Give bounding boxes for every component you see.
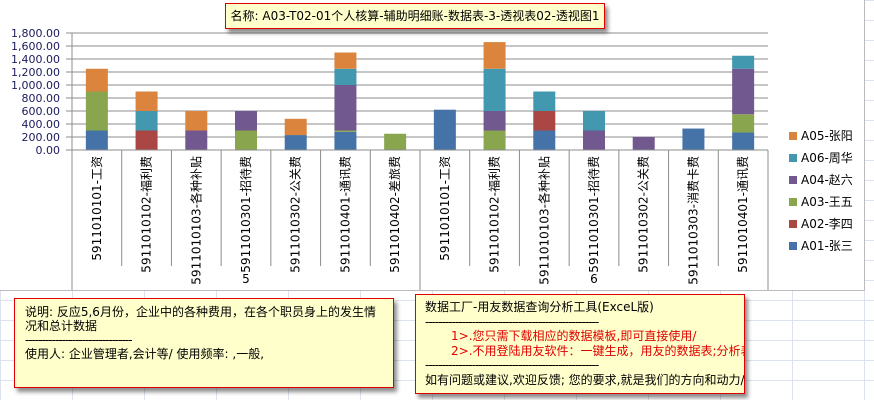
bar-segment: [483, 42, 506, 69]
bar-segment: [732, 68, 755, 115]
stacked-bar-chart: 0.00200.00400.00600.00800.001,000.001,20…: [11, 27, 853, 290]
y-tick-label: 600.00: [22, 105, 61, 118]
category-label: 5911010401-通讯费: [338, 156, 352, 273]
bar-segment: [235, 130, 257, 150]
bar-segment: [533, 130, 556, 150]
y-tick-label: 1,400.00: [11, 53, 60, 66]
legend-label: A02-李四: [801, 216, 853, 231]
bar-segment: [334, 68, 357, 85]
category-label: 5911010101-工资: [90, 156, 104, 261]
bar-segment: [334, 131, 357, 150]
category-label: 5911010102-福利费: [139, 156, 154, 273]
category-label: 5911010103-各种补贴: [188, 156, 203, 285]
description-text: 说明: 反应5,6月份，企业中的各种费用，在各个职员身上的发生情况和总计数据: [25, 305, 376, 333]
bar-segment: [433, 109, 456, 150]
chart-name-textbox[interactable]: 名称: A03-T02-01个人核算-辅助明细账-数据表-3-透视表02-透视图…: [225, 3, 605, 29]
tool-feature-2: 2>.不用登陆用友软件：一键生成，用友的数据表;分析表和分析图/: [451, 343, 744, 358]
legend-swatch: [789, 198, 797, 206]
category-label: 5911010301-招待费: [239, 156, 253, 273]
category-label: 5911010302-公关费: [289, 156, 303, 273]
group-label: 5: [242, 272, 250, 286]
legend-label: A05-张阳: [801, 129, 853, 143]
tool-footer: 如有问题或建议,欢迎反馈; 您的要求,就是我们的方向和动力/: [425, 372, 745, 387]
y-tick-label: 400.00: [22, 118, 61, 131]
y-tick-label: 1,000.00: [11, 79, 60, 92]
bar-segment: [284, 118, 307, 136]
y-tick-label: 200.00: [22, 131, 61, 144]
bar-segment: [682, 128, 705, 150]
bar-segment: [85, 68, 108, 92]
category-label: 5911010101-工资: [438, 156, 452, 261]
tool-feature-1: 1>.您只需下载相应的数据模板,即可直接使用/: [451, 329, 697, 343]
bar-segment: [483, 130, 506, 150]
bar-segment: [135, 91, 158, 111]
bar-segment: [185, 130, 208, 150]
category-label: 5911010401-通讯费: [736, 156, 750, 273]
y-tick-label: 0.00: [36, 144, 61, 157]
bar-segment: [334, 130, 357, 132]
bar-segment: [135, 111, 158, 131]
legend-label: A04-赵六: [801, 173, 853, 187]
y-tick-label: 800.00: [22, 92, 61, 105]
tool-divider-top: ----------------------------------------…: [425, 314, 599, 329]
bar-segment: [632, 137, 655, 150]
legend-swatch: [789, 154, 797, 162]
description-divider: --------------------------------: [25, 333, 133, 347]
legend-label: A01-张三: [801, 239, 853, 253]
y-tick-label: 1,600.00: [11, 40, 60, 53]
tool-divider-bottom: ----------------------------------------…: [425, 358, 599, 372]
legend-label: A03-王五: [801, 195, 853, 209]
category-label: 5911010302-公关费: [637, 156, 651, 273]
legend-swatch: [789, 242, 797, 250]
bar-segment: [583, 130, 605, 150]
tool-title: 数据工厂-用友数据查询分析工具(ExceL版): [425, 300, 654, 314]
bar-segment: [284, 135, 307, 150]
bar-segment: [85, 130, 108, 150]
category-label: 5911010303-消费卡费: [686, 156, 700, 285]
bar-segment: [583, 111, 605, 131]
bar-segment: [533, 91, 556, 111]
legend-swatch: [789, 176, 797, 184]
bar-segment: [135, 130, 158, 150]
bar-segment: [732, 132, 755, 150]
bar-segment: [185, 111, 208, 131]
chart-area[interactable]: 0.00 200.00 400.00 600.00 800.00 1,000.00 1,20…: [0, 0, 865, 291]
category-label: 5911010103-各种补贴: [536, 156, 551, 285]
description-textbox[interactable]: 说明: 反应5,6月份，企业中的各种费用，在各个职员身上的发生情况和总计数据 -…: [14, 298, 394, 388]
bar-segment: [334, 52, 357, 69]
usage-text: 使用人: 企业管理者,会计等/ 使用频率: ,一般,: [25, 347, 265, 361]
legend-label: A06-周华: [801, 151, 853, 165]
chart-name-text: 名称: A03-T02-01个人核算-辅助明细账-数据表-3-透视表02-透视图…: [230, 9, 600, 23]
tool-info-textbox[interactable]: 数据工厂-用友数据查询分析工具(ExceL版) ----------------…: [415, 294, 745, 394]
bar-segment: [732, 114, 755, 133]
bar-segment: [384, 133, 407, 150]
legend-swatch: [789, 220, 797, 228]
bar-segment: [85, 91, 108, 131]
bar-segment: [483, 111, 506, 131]
category-label: 5911010301-招待费: [587, 156, 601, 273]
bar-segment: [533, 111, 556, 131]
category-label: 5911010402-差旅费: [388, 156, 402, 273]
y-tick-label: 1,800.00: [11, 27, 60, 40]
group-label: 6: [590, 272, 598, 286]
bar-segment: [732, 55, 755, 69]
bar-segment: [334, 85, 357, 131]
bar-segment: [235, 111, 257, 131]
category-label: 5911010102-福利费: [487, 156, 502, 273]
legend-swatch: [789, 132, 797, 140]
y-tick-label: 1,200.00: [11, 66, 60, 79]
bar-segment: [483, 68, 506, 111]
